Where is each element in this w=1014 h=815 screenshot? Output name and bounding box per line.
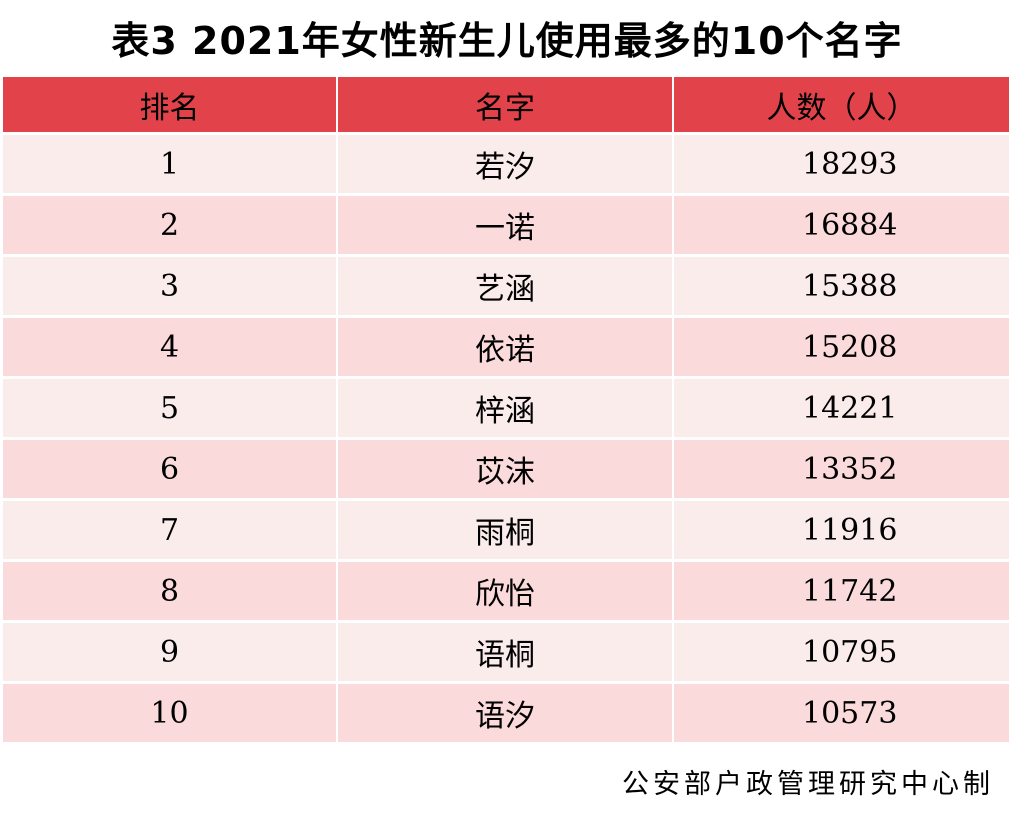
- table-header-row: 排名 名字 人数（人）: [3, 77, 1009, 135]
- rank-cell: 3: [3, 255, 338, 318]
- count-cell: 11916: [673, 499, 1009, 562]
- name-cell: 语汐: [337, 682, 674, 745]
- table-row: 3 艺涵 15388: [3, 255, 1009, 318]
- rank-cell: 10: [3, 682, 338, 745]
- source-credit: 公安部户政管理研究中心制: [622, 769, 994, 800]
- count-cell: 15388: [673, 255, 1009, 318]
- name-cell: 雨桐: [337, 499, 674, 562]
- count-cell: 16884: [673, 194, 1009, 257]
- count-cell: 11742: [673, 560, 1009, 623]
- name-cell: 艺涵: [337, 255, 674, 318]
- header-name: 名字: [337, 77, 674, 135]
- page-title: 表3 2021年女性新生儿使用最多的10个名字: [111, 19, 903, 63]
- table-row: 1 若汐 18293: [3, 133, 1009, 196]
- name-cell: 欣怡: [337, 560, 674, 623]
- count-cell: 10795: [673, 621, 1009, 684]
- name-cell: 苡沫: [337, 438, 674, 501]
- table-row: 8 欣怡 11742: [3, 560, 1009, 623]
- rank-cell: 5: [3, 377, 338, 440]
- table-row: 5 梓涵 14221: [3, 377, 1009, 440]
- name-cell: 语桐: [337, 621, 674, 684]
- header-rank: 排名: [3, 77, 338, 135]
- rank-cell: 2: [3, 194, 338, 257]
- count-cell: 18293: [673, 133, 1009, 196]
- name-cell: 梓涵: [337, 377, 674, 440]
- table-row: 6 苡沫 13352: [3, 438, 1009, 501]
- rank-cell: 6: [3, 438, 338, 501]
- name-cell: 若汐: [337, 133, 674, 196]
- count-cell: 14221: [673, 377, 1009, 440]
- header-count: 人数（人）: [673, 77, 1009, 135]
- rank-cell: 7: [3, 499, 338, 562]
- rank-cell: 8: [3, 560, 338, 623]
- table-row: 9 语桐 10795: [3, 621, 1009, 684]
- count-cell: 15208: [673, 316, 1009, 379]
- table-row: 4 依诺 15208: [3, 316, 1009, 379]
- table-row: 2 一诺 16884: [3, 194, 1009, 257]
- name-cell: 一诺: [337, 194, 674, 257]
- rank-cell: 4: [3, 316, 338, 379]
- count-cell: 13352: [673, 438, 1009, 501]
- name-cell: 依诺: [337, 316, 674, 379]
- count-cell: 10573: [673, 682, 1009, 745]
- rank-cell: 1: [3, 133, 338, 196]
- table-row: 10 语汐 10573: [3, 682, 1009, 745]
- names-table-container: 排名 名字 人数（人） 1 若汐 18293 2 一诺 16884 3 艺涵 1…: [3, 77, 1009, 745]
- table-row: 7 雨桐 11916: [3, 499, 1009, 562]
- names-table: 排名 名字 人数（人） 1 若汐 18293 2 一诺 16884 3 艺涵 1…: [3, 77, 1009, 745]
- rank-cell: 9: [3, 621, 338, 684]
